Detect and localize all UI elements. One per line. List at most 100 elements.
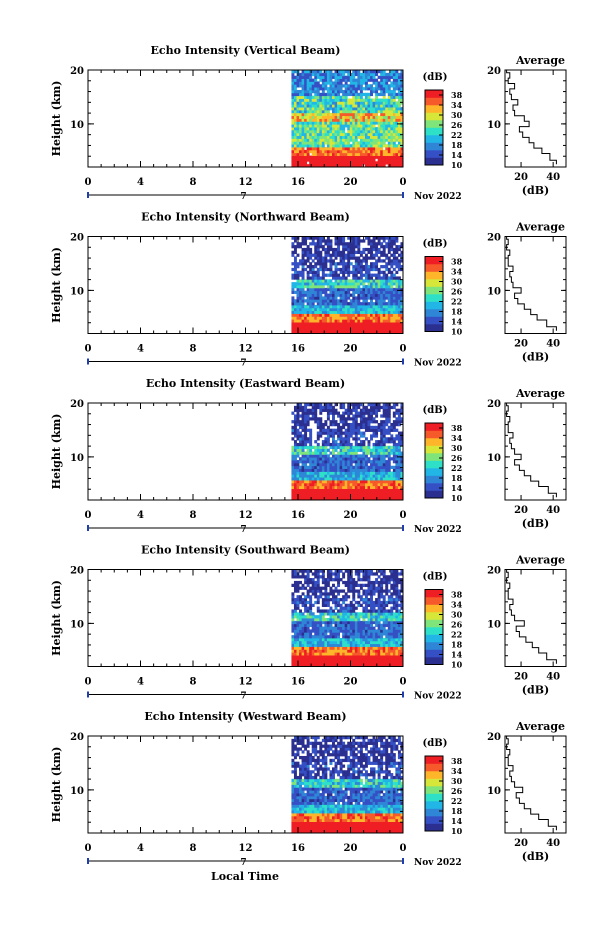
heatmap-cell	[347, 434, 351, 438]
heatmap-cell	[311, 643, 315, 647]
heatmap-cell	[301, 75, 305, 79]
heatmap-cell	[380, 290, 384, 294]
heatmap-cell	[390, 236, 394, 240]
heatmap-cell	[390, 95, 394, 99]
heatmap-cell	[359, 497, 363, 501]
heatmap-cell	[364, 448, 368, 452]
heatmap-cell	[316, 635, 320, 639]
heatmap-cell	[397, 497, 401, 501]
heatmap-cell	[301, 422, 305, 427]
heatmap-cell	[326, 327, 330, 332]
heatmap-cell	[334, 112, 338, 117]
heatmap-cell	[354, 72, 358, 77]
heatmap-cell	[342, 643, 346, 647]
heatmap-cell	[326, 649, 330, 653]
heatmap-cell	[334, 293, 338, 297]
heatmap-cell	[382, 468, 386, 472]
heatmap-cell	[347, 115, 351, 119]
heatmap-cell	[314, 637, 318, 642]
heatmap-cell	[342, 115, 346, 119]
heatmap-cell	[362, 482, 366, 487]
heatmap-cell	[372, 640, 376, 645]
heatmap-cell	[296, 135, 300, 139]
heatmap-cell	[400, 245, 404, 249]
heatmap-cell	[309, 307, 313, 312]
heatmap-cell	[301, 144, 305, 148]
heatmap-cell	[390, 164, 394, 168]
heatmap-cell	[319, 70, 323, 74]
heatmap-cell	[301, 652, 305, 656]
heatmap-cell	[397, 262, 401, 266]
colorbar-tick-label: 26	[451, 453, 463, 463]
heatmap-cell	[372, 75, 376, 79]
heatmap-cell	[311, 253, 315, 257]
heatmap-cell	[400, 81, 404, 85]
heatmap-cell	[311, 158, 315, 162]
heatmap-cell	[377, 462, 381, 467]
heatmap-cell	[337, 250, 341, 255]
heatmap-cell	[352, 660, 356, 665]
heatmap-cell	[337, 287, 341, 292]
heatmap-cell	[400, 141, 404, 145]
heatmap-cell	[397, 98, 401, 102]
heatmap-cell	[311, 236, 315, 240]
heatmap-cell	[337, 70, 341, 74]
heatmap-cell	[339, 414, 343, 418]
heatmap-cell	[390, 112, 394, 117]
heatmap-cell	[357, 72, 361, 77]
heatmap-cell	[344, 267, 348, 272]
heatmap-cell	[382, 491, 386, 495]
heatmap-cell	[324, 81, 328, 85]
heatmap-cell	[306, 138, 310, 142]
heatmap-cell	[364, 307, 368, 312]
heatmap-cell	[364, 405, 368, 410]
heatmap-cell	[314, 646, 318, 650]
heatmap-cell	[306, 460, 310, 464]
heatmap-cell	[316, 72, 320, 77]
heatmap-cell	[359, 322, 363, 326]
heatmap-cell	[390, 265, 394, 269]
heatmap-cell	[387, 310, 391, 314]
heatmap-cell	[337, 98, 341, 102]
heatmap-cell	[357, 663, 361, 667]
heatmap-cell	[392, 646, 396, 650]
heatmap-cell	[395, 164, 399, 168]
heatmap-cell	[357, 299, 361, 303]
heatmap-cell	[334, 422, 338, 427]
heatmap-cell	[395, 149, 399, 154]
heatmap-cell	[321, 287, 325, 292]
heatmap-cell	[349, 448, 353, 452]
heatmap-cell	[301, 253, 305, 257]
heatmap-cell	[344, 89, 348, 94]
heatmap-cell	[352, 155, 356, 159]
average-y-tick-label: 20	[487, 399, 501, 410]
heatmap-cell	[337, 107, 341, 111]
colorbar-tick-label: 38	[451, 90, 463, 100]
heatmap-cell	[375, 107, 379, 111]
heatmap-cell	[370, 239, 373, 243]
heatmap-cell	[354, 84, 358, 88]
heatmap-cell	[400, 304, 404, 309]
colorbar-segment	[425, 90, 443, 98]
heatmap-cell	[352, 245, 356, 249]
heatmap-cell	[385, 482, 389, 487]
heatmap-cell	[319, 98, 323, 102]
heatmap-cell	[306, 78, 310, 82]
heatmap-cell	[395, 482, 399, 487]
heatmap-cell	[349, 124, 353, 128]
heatmap-cell	[382, 112, 386, 117]
heatmap-cell	[349, 477, 353, 481]
heatmap-cell	[400, 327, 404, 332]
heatmap-cell	[390, 239, 394, 243]
heatmap-cell	[382, 149, 386, 154]
heatmap-cell	[352, 293, 356, 297]
heatmap-cell	[339, 494, 343, 498]
heatmap-cell	[342, 442, 346, 447]
heatmap-cell	[397, 451, 401, 455]
heatmap-cell	[316, 485, 320, 489]
heatmap-cell	[392, 437, 396, 441]
heatmap-cell	[319, 115, 323, 119]
heatmap-cell	[352, 431, 356, 435]
heatmap-cell	[324, 256, 328, 260]
heatmap-cell	[380, 431, 384, 435]
